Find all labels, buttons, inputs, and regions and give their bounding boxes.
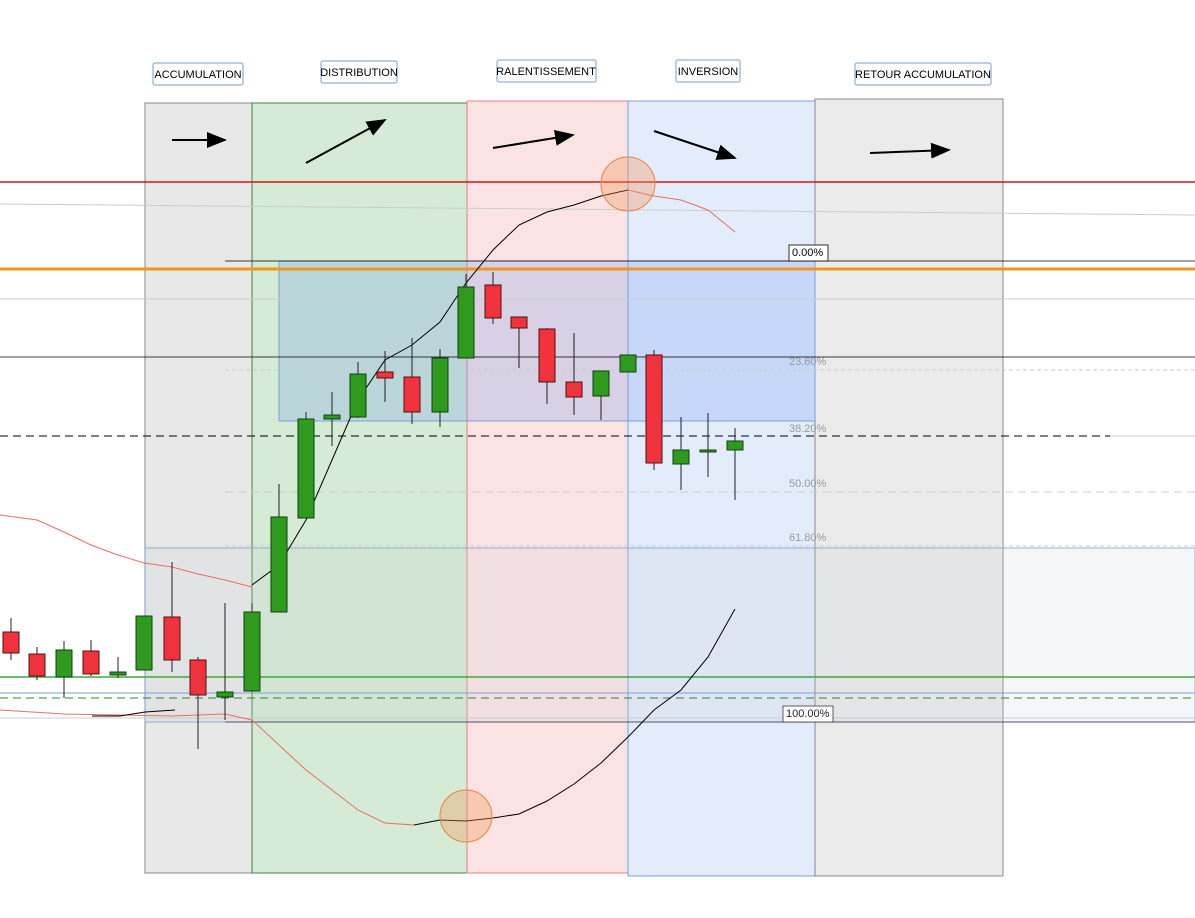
- fib-labels: 0.00% 23.60% 38.20% 50.00% 61.80% 100.00…: [782, 244, 834, 723]
- phase-labels: ACCUMULATION DISTRIBUTION RALENTISSEMENT…: [152, 59, 992, 86]
- fib-label: 50.00%: [789, 478, 827, 490]
- phase-label: RETOUR ACCUMULATION: [855, 69, 991, 81]
- bottom-marker: [439, 789, 493, 843]
- curves: [0, 189, 736, 826]
- candles: [2, 272, 744, 749]
- phase-label: DISTRIBUTION: [320, 67, 398, 79]
- fib-label: 61.80%: [789, 532, 827, 544]
- top-marker: [600, 156, 656, 212]
- phase-label: INVERSION: [678, 66, 739, 78]
- fib-label: 23.60%: [789, 356, 827, 368]
- phase-label: ACCUMULATION: [154, 69, 241, 81]
- fib-label: 0.00%: [792, 247, 823, 259]
- levels: [0, 181, 1195, 723]
- fib-label: 38.20%: [789, 423, 827, 435]
- phase-zones: [144, 98, 1004, 877]
- phase-label: RALENTISSEMENT: [496, 66, 596, 78]
- lower-band: [144, 547, 1195, 723]
- arrows: [172, 119, 951, 164]
- fib-label: 100.00%: [786, 708, 830, 720]
